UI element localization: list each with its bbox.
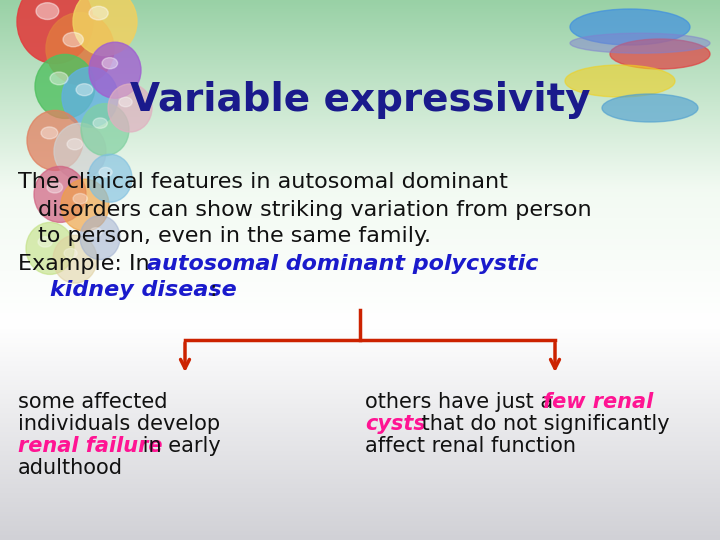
Ellipse shape [17, 0, 93, 64]
Ellipse shape [50, 72, 68, 85]
Text: disorders can show striking variation from person: disorders can show striking variation fr… [38, 200, 592, 220]
Ellipse shape [64, 248, 77, 258]
Ellipse shape [34, 166, 86, 222]
Ellipse shape [89, 6, 108, 20]
Text: some affected: some affected [18, 392, 168, 412]
Ellipse shape [61, 179, 109, 231]
Ellipse shape [41, 127, 58, 139]
Ellipse shape [54, 123, 106, 179]
Ellipse shape [610, 39, 710, 69]
Ellipse shape [565, 65, 675, 97]
Text: renal failure: renal failure [18, 436, 163, 456]
Ellipse shape [47, 182, 63, 193]
Text: in early: in early [136, 436, 221, 456]
Text: that do not significantly: that do not significantly [415, 414, 670, 434]
Text: autosomal dominant polycystic: autosomal dominant polycystic [147, 254, 539, 274]
Ellipse shape [602, 94, 698, 122]
Text: adulthood: adulthood [18, 458, 123, 478]
Ellipse shape [36, 3, 59, 19]
Text: :: : [209, 280, 217, 300]
Text: few renal: few renal [543, 392, 653, 412]
Ellipse shape [570, 33, 710, 53]
Ellipse shape [27, 110, 83, 171]
Text: cysts: cysts [365, 414, 426, 434]
Text: to person, even in the same family.: to person, even in the same family. [38, 226, 431, 246]
Ellipse shape [63, 32, 84, 47]
Ellipse shape [88, 154, 132, 202]
Ellipse shape [119, 97, 132, 107]
Text: affect renal function: affect renal function [365, 436, 576, 456]
Ellipse shape [53, 235, 97, 283]
Ellipse shape [76, 84, 93, 96]
Ellipse shape [73, 193, 87, 204]
Text: individuals develop: individuals develop [18, 414, 220, 434]
Text: Example: In: Example: In [18, 254, 157, 274]
Ellipse shape [26, 222, 74, 274]
Ellipse shape [80, 215, 120, 260]
Ellipse shape [570, 9, 690, 45]
Ellipse shape [102, 58, 117, 69]
Ellipse shape [62, 67, 118, 127]
Ellipse shape [67, 139, 83, 150]
Text: Variable expressivity: Variable expressivity [130, 81, 590, 119]
Ellipse shape [90, 228, 102, 237]
Ellipse shape [46, 12, 114, 85]
Ellipse shape [35, 55, 95, 118]
Ellipse shape [81, 104, 129, 156]
Ellipse shape [89, 42, 141, 98]
Ellipse shape [73, 0, 137, 56]
Text: kidney disease: kidney disease [50, 280, 237, 300]
Ellipse shape [99, 167, 112, 177]
Text: others have just a: others have just a [365, 392, 559, 412]
Text: The clinical features in autosomal dominant: The clinical features in autosomal domin… [18, 172, 508, 192]
Ellipse shape [108, 84, 152, 132]
Ellipse shape [38, 237, 53, 247]
Ellipse shape [93, 118, 107, 129]
